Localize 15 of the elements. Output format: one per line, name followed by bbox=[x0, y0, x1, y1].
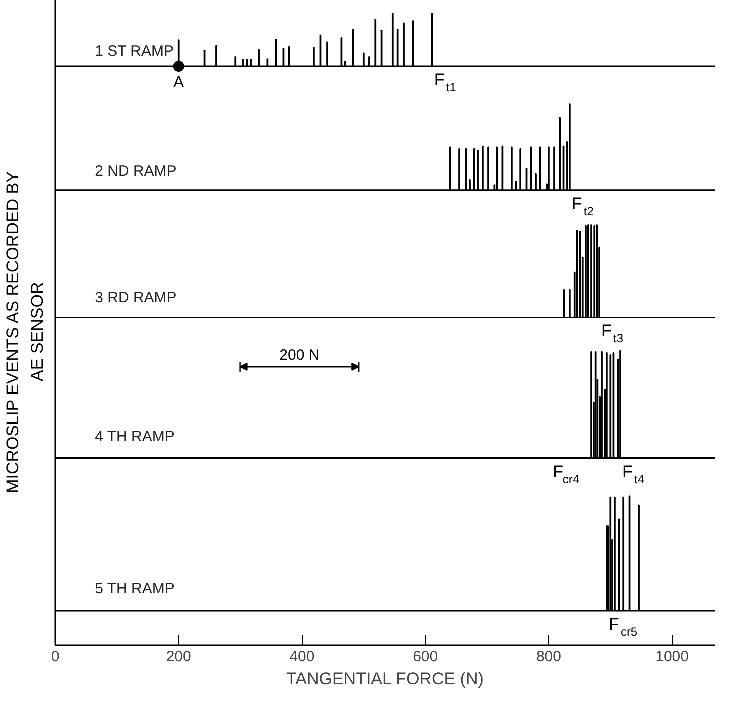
text: 2 ND RAMP bbox=[95, 162, 177, 180]
x-tick-label: 600 bbox=[413, 648, 438, 666]
annotation: A bbox=[174, 74, 185, 92]
series-label: 1 ST RAMP bbox=[95, 43, 174, 60]
y-axis-title: MICROSLIP EVENTS AS RECORDED BY AE SENSOR bbox=[3, 172, 48, 494]
x-axis-title: TANGENTIAL FORCE (N) bbox=[286, 670, 484, 688]
annotation: 200 N bbox=[280, 346, 320, 364]
x-tick-label: 0 bbox=[51, 648, 60, 666]
x-tick-label: 800 bbox=[536, 648, 562, 666]
x-tick-label: 1000 bbox=[656, 648, 690, 666]
x-tick-label: 200 bbox=[166, 648, 192, 666]
text: 4 TH RAMP bbox=[95, 428, 175, 446]
text: 3 RD RAMP bbox=[95, 290, 177, 307]
text: 5 TH RAMP bbox=[95, 580, 175, 598]
x-tick-label: 400 bbox=[290, 648, 315, 666]
